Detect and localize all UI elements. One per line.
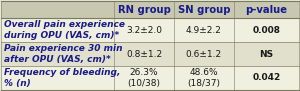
- Bar: [1, 18, 299, 42]
- Text: Frequency of bleeding,
% (n): Frequency of bleeding, % (n): [4, 68, 120, 88]
- Text: 48.6%
(18/37): 48.6% (18/37): [187, 68, 220, 88]
- Text: Pain experience 30 min
after OPU (VAS, cm)*: Pain experience 30 min after OPU (VAS, c…: [4, 44, 122, 64]
- Bar: [1, 1, 299, 18]
- Text: 3.2±2.0: 3.2±2.0: [126, 26, 162, 35]
- Text: 26.3%
(10/38): 26.3% (10/38): [128, 68, 160, 88]
- Text: NS: NS: [260, 50, 274, 59]
- Text: 4.9±2.2: 4.9±2.2: [186, 26, 222, 35]
- Text: 0.008: 0.008: [253, 26, 280, 35]
- Text: 0.6±1.2: 0.6±1.2: [186, 50, 222, 59]
- Text: RN group: RN group: [118, 5, 170, 15]
- Text: 0.042: 0.042: [252, 73, 280, 82]
- Text: Overall pain experience
during OPU (VAS, cm)*: Overall pain experience during OPU (VAS,…: [4, 20, 125, 40]
- Text: 0.8±1.2: 0.8±1.2: [126, 50, 162, 59]
- Bar: [1, 66, 299, 90]
- Text: p-value: p-value: [245, 5, 287, 15]
- Text: SN group: SN group: [178, 5, 230, 15]
- Bar: [1, 42, 299, 66]
